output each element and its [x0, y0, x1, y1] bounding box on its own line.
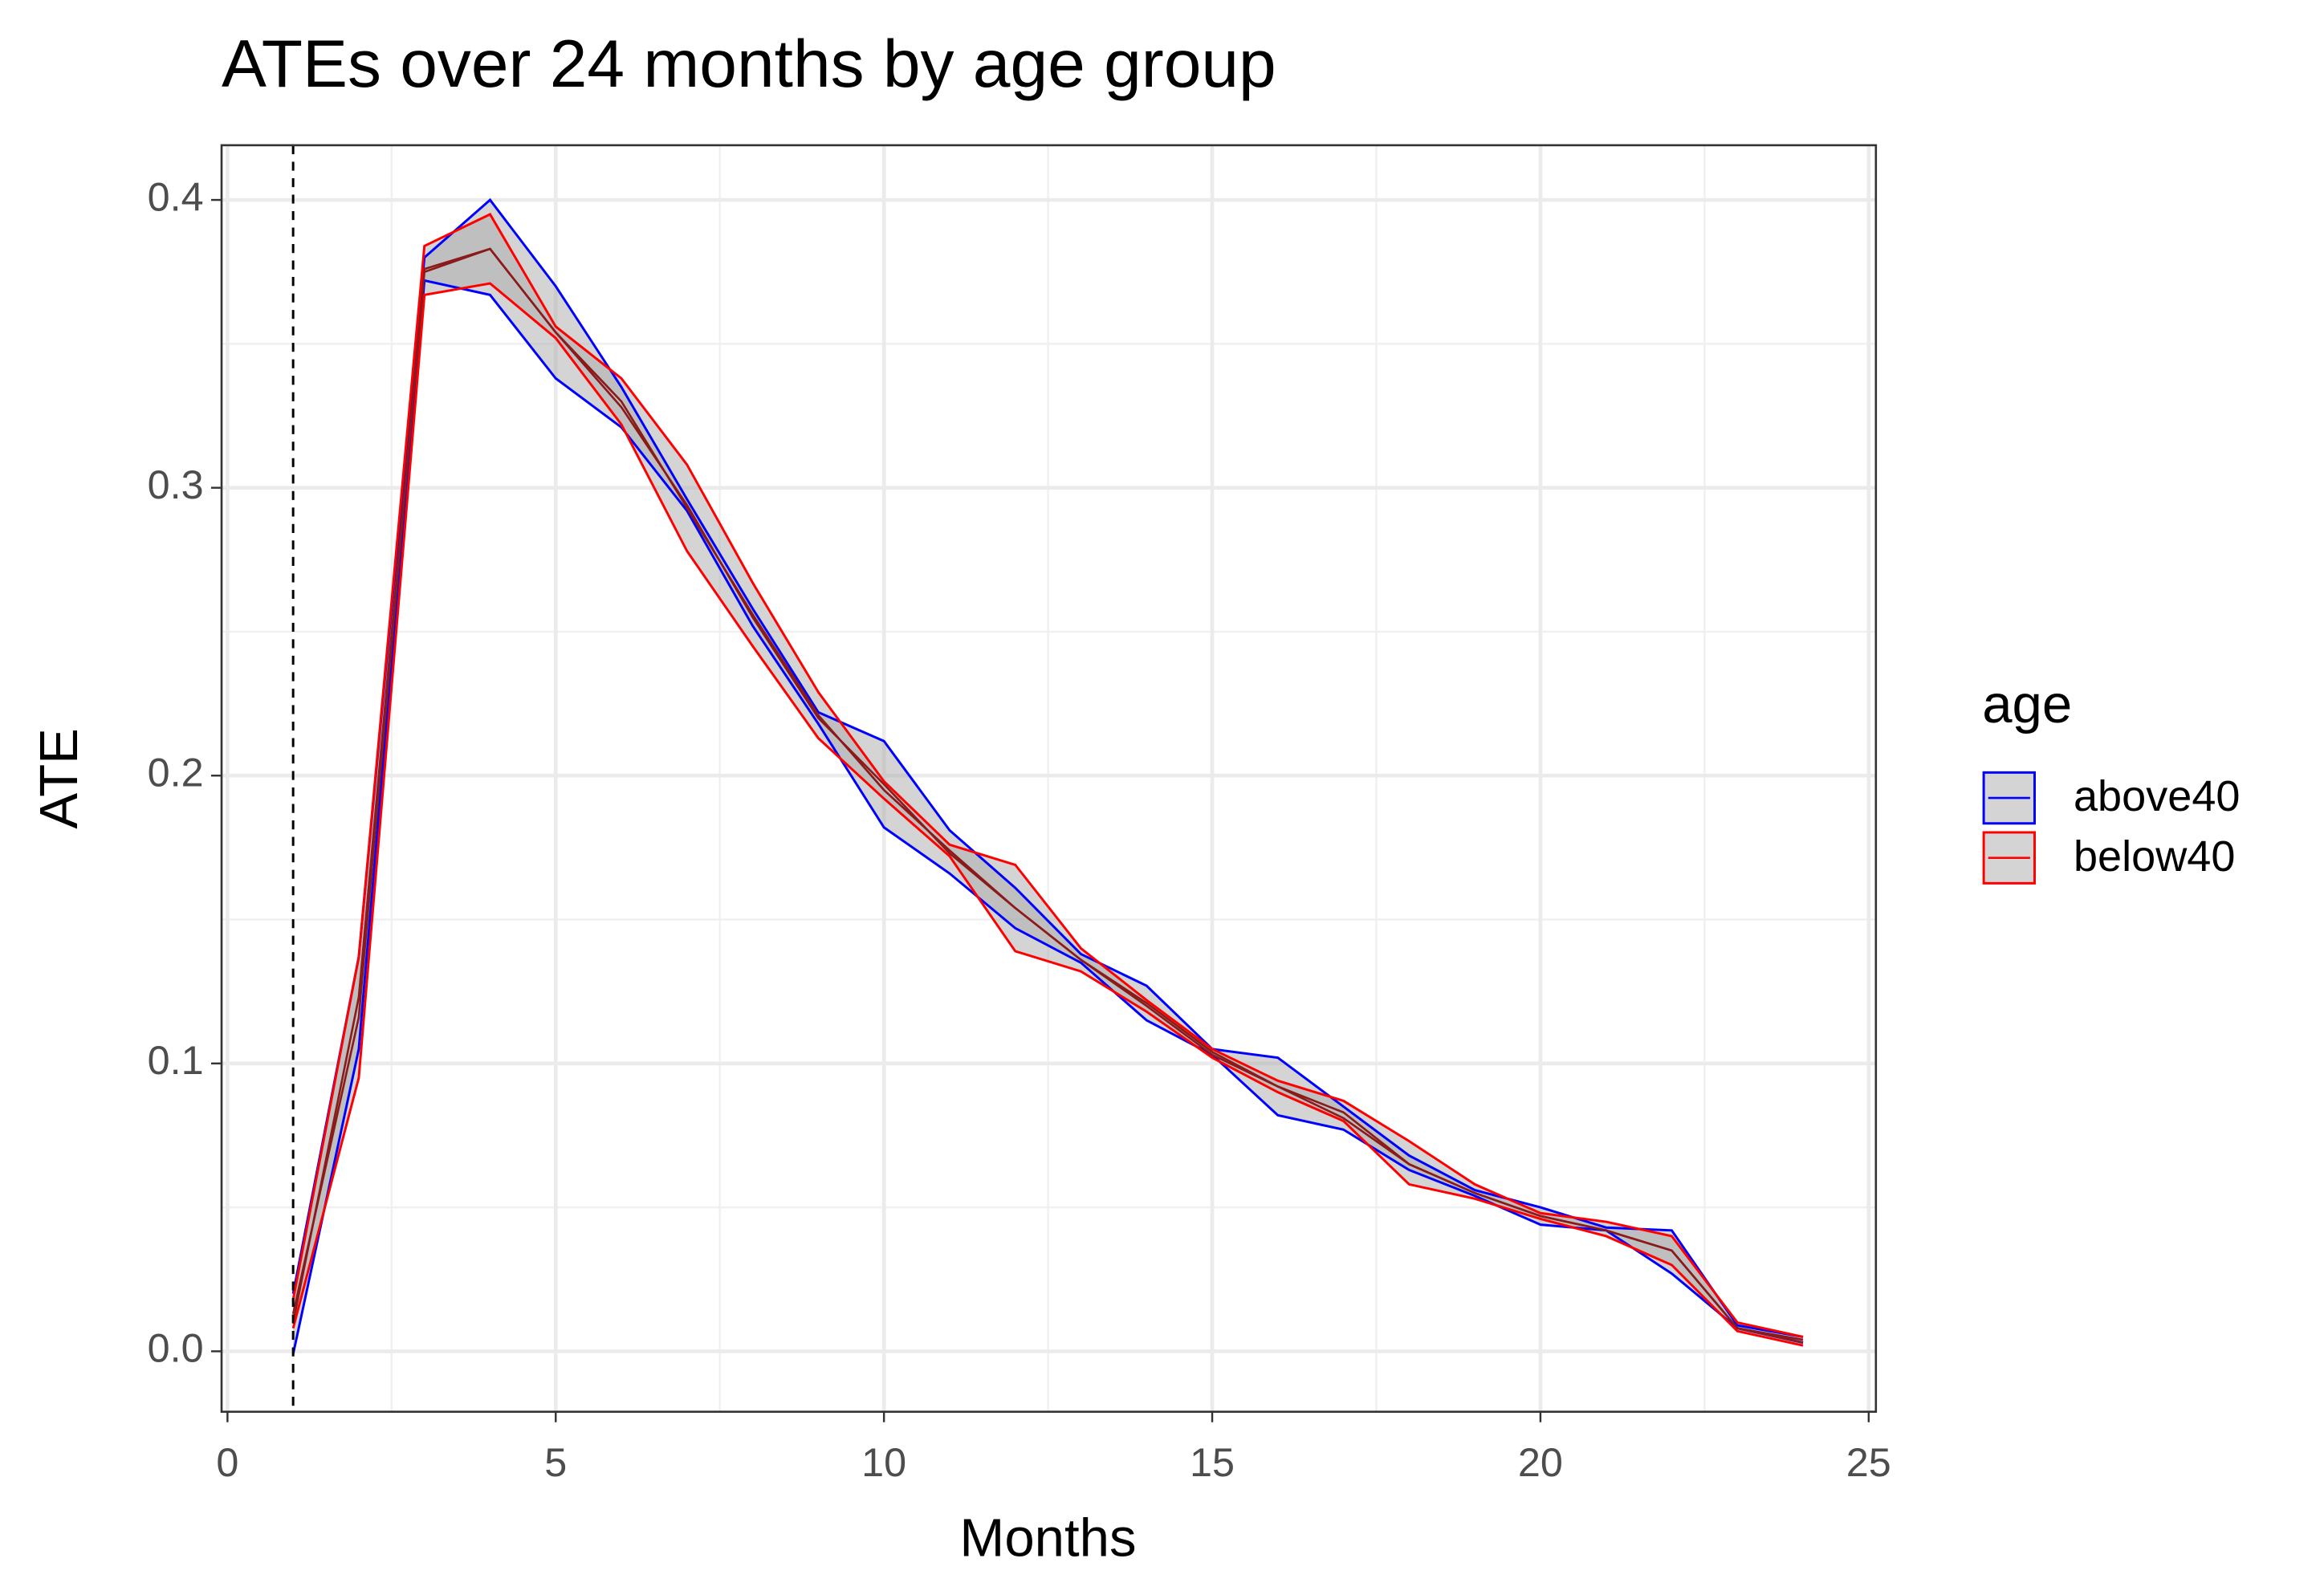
ribbon-edge [291, 197, 1804, 1338]
x-tick-label: 25 [1846, 1439, 1891, 1485]
y-tick-label: 0.1 [148, 1037, 204, 1083]
ribbon-edge [291, 213, 1804, 1338]
x-tick-label: 0 [216, 1439, 238, 1485]
ribbon-edge [291, 279, 1804, 1355]
y-tick-label: 0.0 [148, 1325, 204, 1371]
ribbon-edge [291, 282, 1804, 1347]
ribbon [293, 214, 1804, 1346]
legend-title: age [1982, 674, 2072, 734]
x-axis-label: Months [959, 1508, 1136, 1569]
chart-title: ATEs over 24 months by age group [222, 26, 1276, 101]
legend-label: above40 [2074, 772, 2241, 820]
x-tick-label: 20 [1518, 1439, 1563, 1485]
y-tick-label: 0.4 [148, 173, 204, 219]
x-tick-label: 15 [1190, 1439, 1235, 1485]
y-tick-label: 0.2 [148, 750, 204, 795]
panel-border [220, 144, 1878, 1414]
y-tick-label: 0.3 [148, 462, 204, 507]
mid-line [291, 247, 1804, 1344]
x-tick-label: 5 [544, 1439, 567, 1485]
y-axis-label: ATE [29, 728, 89, 829]
legend-label: below40 [2074, 832, 2235, 881]
x-tick-label: 10 [861, 1439, 906, 1485]
